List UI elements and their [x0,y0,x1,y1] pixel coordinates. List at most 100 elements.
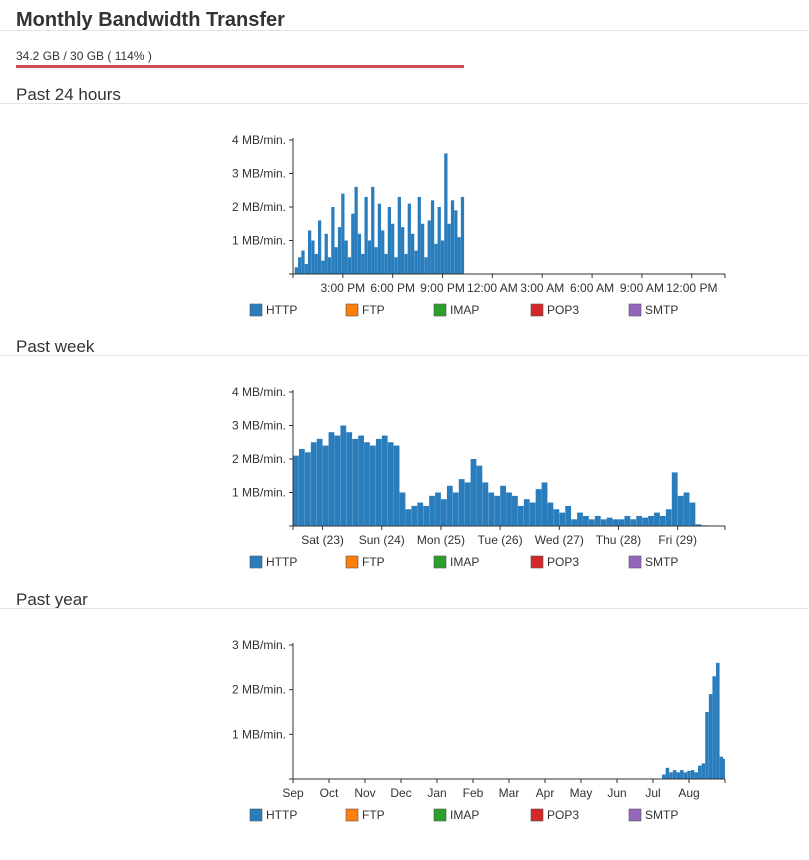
legend-item-http[interactable]: HTTP [249,555,297,569]
chart-past-24-hours: 1 MB/min. 2 MB/min. 3 MB/min. 4 MB/min. 3:00… [232,133,726,317]
legend-swatch [345,555,359,569]
bar-http-49 [457,237,461,274]
legend-swatch [345,303,359,317]
legend-swatch [345,808,359,822]
bar-http-1 [665,767,670,779]
x-tick-label-5: Feb [463,786,484,800]
bar-http-12 [364,442,370,526]
legend-item-pop3[interactable]: POP3 [530,555,579,569]
bar-http-44 [440,240,445,274]
x-tick-label-5: 3:00 AM [520,281,564,295]
bar-http-40 [427,220,431,274]
legend-item-smtp[interactable]: SMTP [628,303,678,317]
legend-swatch [628,555,642,569]
title-divider [0,30,809,31]
bar-http-4 [307,230,312,274]
legend-item-imap[interactable]: IMAP [433,303,479,317]
bar-http-10 [698,765,702,779]
legend-item-ftp[interactable]: FTP [345,303,385,317]
bar-http-17 [393,445,400,526]
bar-http-59 [642,517,649,527]
x-tick-label-3: Mon (25) [417,533,465,547]
bar-http-9 [694,772,698,779]
bar-http-58 [636,515,643,526]
bar-http-6 [683,772,688,779]
bar-http-47 [450,200,455,274]
bar-http-19 [405,509,412,526]
bar-http-41 [430,200,435,274]
legend-item-smtp[interactable]: SMTP [628,808,678,822]
legend-item-pop3[interactable]: POP3 [530,808,579,822]
bar-http-25 [377,203,382,274]
legend-item-http[interactable]: HTTP [249,808,297,822]
bar-http-48 [577,512,583,526]
legend-item-imap[interactable]: IMAP [433,555,479,569]
legend-item-http[interactable]: HTTP [249,303,297,317]
bar-http-42 [541,482,548,526]
bar-http-4 [316,438,323,526]
y-tick-label-1: 2 MB/min. [232,683,286,697]
bar-http-30 [394,257,398,274]
bar-http-33 [488,492,495,526]
bar-http-7 [687,770,691,779]
bar-http-29 [391,223,395,274]
x-tick-label-11: Aug [678,786,699,800]
bar-http-9 [346,432,353,526]
legend-item-imap[interactable]: IMAP [433,808,479,822]
bar-http-12 [705,712,709,779]
bar-http-35 [411,233,415,274]
bar-http-44 [553,509,560,526]
bar-http-21 [417,502,424,526]
bar-http-10 [327,257,332,274]
legend-label: POP3 [547,555,579,569]
x-tick-label-8: 12:00 PM [666,281,717,295]
bar-http-45 [444,153,448,274]
bar-http-50 [460,196,465,274]
legend-item-smtp[interactable]: SMTP [628,555,678,569]
bar-http-0 [662,774,666,779]
x-tick-label-1: Oct [320,786,339,800]
legend-label: SMTP [645,555,678,569]
bar-http-27 [452,492,459,526]
bar-http-13 [708,694,713,779]
x-tick-label-0: Sep [282,786,304,800]
bar-http-18 [399,492,406,526]
bar-http-20 [361,253,365,274]
bar-http-9 [324,233,328,274]
bar-http-16 [719,756,724,779]
bar-http-3 [672,770,677,779]
bar-http-11 [701,763,706,779]
bar-http-32 [401,227,405,274]
bar-http-15 [381,435,388,526]
x-tick-label-3: 9:00 PM [420,281,465,295]
bar-http-47 [571,519,577,526]
bar-http-21 [364,196,368,274]
y-tick-label-0: 1 MB/min. [232,234,286,248]
bar-http-31 [397,196,401,274]
bar-http-36 [414,250,418,274]
legend-item-ftp[interactable]: FTP [345,808,385,822]
bar-http-5 [311,240,315,274]
bar-http-11 [358,435,364,526]
legend-item-pop3[interactable]: POP3 [530,303,579,317]
legend-item-ftp[interactable]: FTP [345,555,385,569]
bar-http-46 [447,223,451,274]
legend-swatch [249,808,263,822]
bar-http-66 [683,492,690,526]
section-divider-year [0,608,809,609]
bar-http-64 [671,472,678,526]
x-tick-label-10: Jul [645,786,660,800]
bar-http-14 [341,193,345,274]
bar-http-2 [301,250,305,274]
legend-swatch [530,808,544,822]
x-tick-label-7: Fri (29) [658,533,697,547]
bar-http-15 [344,240,348,274]
bar-http-18 [354,186,358,274]
bar-http-8 [340,425,347,526]
bar-http-8 [321,260,325,274]
legend-label: FTP [362,303,385,317]
bar-http-50 [588,519,595,526]
x-tick-label-5: Wed (27) [535,533,584,547]
bar-http-15 [716,662,720,779]
x-tick-label-2: 6:00 PM [370,281,415,295]
